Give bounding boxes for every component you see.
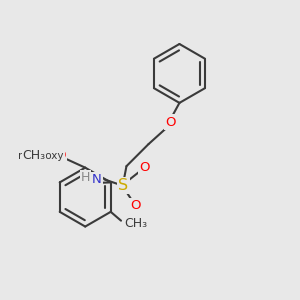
Text: N: N	[92, 173, 102, 186]
Text: O: O	[130, 200, 140, 212]
Text: O: O	[55, 149, 65, 162]
Text: S: S	[118, 178, 129, 193]
Text: CH₃: CH₃	[124, 217, 147, 230]
Text: O: O	[165, 116, 176, 128]
Text: O: O	[139, 161, 149, 174]
Text: CH₃: CH₃	[22, 149, 46, 162]
Text: methoxy: methoxy	[18, 151, 64, 161]
Text: H: H	[80, 172, 90, 184]
